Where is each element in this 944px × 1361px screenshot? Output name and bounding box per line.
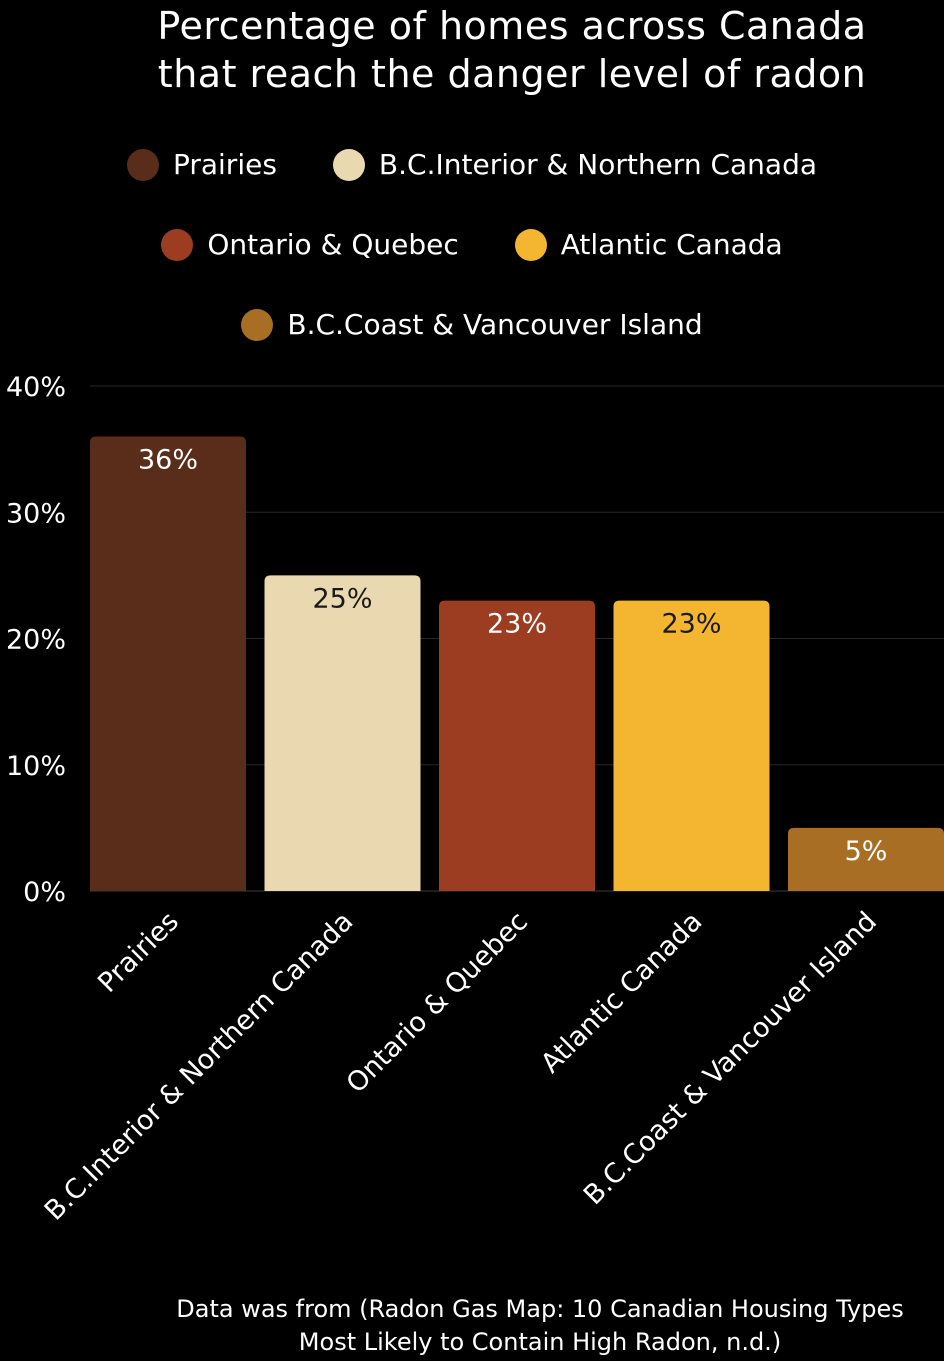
legend-label-atlantic: Atlantic Canada	[560, 228, 783, 261]
bar-chart: 0% 10% 20% 30% 40% 36% Prairies 25% B.C.Interior…	[6, 372, 944, 1227]
bar-value-label-2: 23%	[487, 609, 547, 640]
legend-row-1: Prairies B.C.Interior & Northern Canada	[0, 148, 944, 181]
bar-2	[439, 600, 595, 891]
y-tick-label-40: 40%	[6, 372, 66, 403]
legend-swatch-bc-interior	[332, 148, 365, 181]
legend-label-ontario-quebec: Ontario & Quebec	[207, 228, 459, 261]
x-tick-label-1: B.C.Interior & Northern Canada	[39, 906, 360, 1227]
y-tick-label-10: 10%	[6, 751, 66, 782]
legend-row-2: Ontario & Quebec Atlantic Canada	[0, 228, 944, 261]
legend-swatch-atlantic	[514, 228, 547, 261]
y-tick-label-0: 0%	[23, 877, 66, 908]
legend-swatch-ontario-quebec	[161, 228, 194, 261]
legend-swatch-prairies	[126, 148, 159, 181]
chart-title: Percentage of homes across Canada that r…	[40, 2, 944, 98]
bar-value-label-3: 23%	[661, 609, 721, 640]
bar-value-label-1: 25%	[312, 583, 372, 614]
legend-row-3: B.C.Coast & Vancouver Island	[0, 308, 944, 341]
legend-label-prairies: Prairies	[172, 148, 277, 181]
bar-3	[613, 600, 770, 891]
bar-4	[788, 827, 944, 891]
x-tick-label-2: Ontario & Quebec	[341, 906, 534, 1099]
y-tick-label-20: 20%	[6, 625, 66, 656]
legend-label-bc-coast: B.C.Coast & Vancouver Island	[287, 308, 703, 341]
legend-label-bc-interior: B.C.Interior & Northern Canada	[378, 148, 818, 181]
source-line-1: Data was from (Radon Gas Map: 10 Canadia…	[176, 1295, 904, 1323]
bar-0	[90, 436, 246, 891]
x-tick-label-3: Atlantic Canada	[535, 906, 708, 1079]
legend-item-atlantic: Atlantic Canada	[514, 228, 783, 261]
legend-item-bc-interior: B.C.Interior & Northern Canada	[332, 148, 818, 181]
bar-value-label-0: 36%	[138, 445, 198, 476]
chart-title-line-1: Percentage of homes across Canada	[157, 4, 867, 48]
source-note: Data was from (Radon Gas Map: 10 Canadia…	[80, 1293, 944, 1359]
legend-item-bc-coast: B.C.Coast & Vancouver Island	[241, 308, 703, 341]
x-tick-label-0: Prairies	[92, 906, 185, 999]
legend-item-ontario-quebec: Ontario & Quebec	[161, 228, 459, 261]
x-tick-label-4: B.C.Coast & Vancouver Island	[578, 906, 883, 1211]
legend-item-prairies: Prairies	[126, 148, 277, 181]
bar-value-label-4: 5%	[845, 836, 888, 867]
chart-title-line-2: that reach the danger level of radon	[157, 52, 867, 96]
legend-swatch-bc-coast	[241, 308, 274, 341]
source-line-2: Most Likely to Contain High Radon, n.d.)	[298, 1328, 782, 1356]
y-tick-label-30: 30%	[6, 498, 66, 529]
bar-1	[264, 575, 421, 891]
